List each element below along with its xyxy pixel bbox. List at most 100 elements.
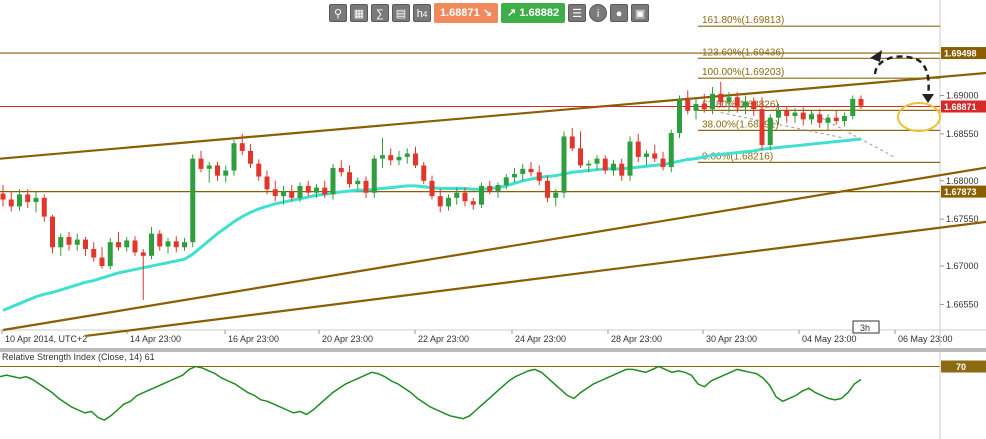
zoom-icon[interactable]: ⚲ bbox=[329, 4, 347, 22]
candle-body bbox=[833, 117, 839, 122]
candle-body bbox=[8, 199, 14, 207]
candle-body bbox=[355, 180, 361, 185]
bid-arrow-icon: ↘ bbox=[482, 7, 493, 19]
candle-body bbox=[817, 114, 823, 123]
candle-body bbox=[652, 153, 658, 159]
x-tick-label: 22 Apr 23:00 bbox=[418, 334, 469, 344]
x-tick-label: 24 Apr 23:00 bbox=[515, 334, 566, 344]
candle-body bbox=[800, 112, 806, 120]
candle-body bbox=[710, 93, 715, 110]
rsi-level-label: 70 bbox=[956, 362, 966, 372]
indicator-icon[interactable]: ∑ bbox=[371, 4, 389, 22]
timeframe-icon[interactable]: h4 bbox=[413, 4, 431, 22]
candle-body bbox=[503, 177, 509, 186]
candle-body bbox=[578, 148, 583, 166]
candle-body bbox=[116, 242, 121, 248]
forecast-arrow-path bbox=[873, 55, 930, 97]
candle-body bbox=[660, 158, 666, 168]
fib-level-label: 100.00%(1.69203) bbox=[702, 67, 784, 78]
candle-body bbox=[594, 158, 600, 164]
candle-body bbox=[190, 158, 196, 243]
ask-arrow-icon: ↗ bbox=[507, 7, 517, 19]
price-label-text: 1.68871 bbox=[944, 102, 977, 112]
save-icon[interactable]: ▣ bbox=[631, 4, 650, 22]
candle-body bbox=[50, 216, 55, 248]
candle-body bbox=[677, 98, 682, 134]
timeframe-marker-box bbox=[852, 320, 880, 334]
forecast-arrowhead-icon bbox=[870, 50, 882, 62]
candle-body bbox=[363, 180, 369, 193]
x-tick-label: 14 Apr 23:00 bbox=[130, 334, 181, 344]
candle-body bbox=[297, 185, 303, 198]
candle-body bbox=[173, 241, 179, 248]
ask-price-button[interactable]: ↗ 1.68882 bbox=[501, 3, 566, 23]
candle-body bbox=[281, 191, 286, 197]
candle-body bbox=[83, 239, 88, 249]
candle-body bbox=[446, 197, 451, 207]
info-icon[interactable]: i bbox=[589, 4, 608, 22]
ask-price: 1.68882 bbox=[519, 7, 560, 19]
candle-body bbox=[231, 143, 237, 171]
y-tick-label: 1.68000 bbox=[946, 176, 979, 186]
x-tick-label: 30 Apr 23:00 bbox=[706, 334, 757, 344]
fib-level-label: 123.60%(1.69436) bbox=[702, 47, 784, 58]
rsi-plot: Relative Strength Index (Close, 14) 61 70 bbox=[0, 348, 986, 439]
bid-price-button[interactable]: 1.68871 ↘ bbox=[434, 3, 499, 23]
rsi-title: Relative Strength Index (Close, 14) 61 bbox=[2, 352, 155, 362]
candle-body bbox=[668, 133, 674, 168]
candle-body bbox=[487, 185, 493, 192]
candle-body bbox=[314, 187, 319, 193]
chat-icon[interactable]: ● bbox=[610, 4, 629, 22]
candle-body bbox=[421, 165, 427, 181]
candle-body bbox=[619, 163, 625, 176]
x-tick-label: 04 May 23:00 bbox=[802, 334, 857, 344]
candle-body bbox=[74, 239, 80, 245]
x-tick-label: 10 Apr 2014, UTC+2 bbox=[5, 334, 87, 344]
candle-body bbox=[347, 172, 352, 185]
fib-level-label: 38.00%(1.68591) bbox=[702, 119, 779, 130]
timeframe-marker-label: 3h bbox=[860, 323, 870, 333]
candle-body bbox=[66, 237, 72, 245]
timeframe-label: 4 bbox=[422, 10, 428, 19]
list-icon[interactable]: ☰ bbox=[568, 4, 587, 22]
toolbar: ⚲ ▦ ∑ ▤ h4 1.68871 ↘ ↗ 1.68882 ☰ i ● ▣ bbox=[329, 3, 650, 23]
projection-dashed-line bbox=[811, 112, 895, 158]
chart-settings-icon[interactable]: ▦ bbox=[350, 4, 368, 22]
y-tick-label: 1.69000 bbox=[946, 91, 979, 101]
rsi-line bbox=[0, 365, 862, 422]
candle-body bbox=[248, 150, 253, 164]
candle-body bbox=[215, 165, 220, 176]
candle-body bbox=[454, 192, 460, 198]
candle-body bbox=[256, 163, 262, 177]
candle-body bbox=[198, 158, 204, 169]
candle-body bbox=[99, 257, 105, 267]
candle-body bbox=[380, 155, 385, 159]
candle-body bbox=[404, 153, 410, 157]
target-zone-ellipse bbox=[897, 102, 941, 132]
candle-body bbox=[726, 97, 732, 103]
candle-body bbox=[553, 192, 559, 198]
candle-body bbox=[512, 173, 517, 178]
period-icon[interactable]: ▤ bbox=[392, 4, 410, 22]
candle-body bbox=[784, 110, 790, 116]
candle-body bbox=[479, 185, 484, 205]
candle-body bbox=[140, 252, 146, 256]
candle-body bbox=[289, 191, 295, 198]
candle-body bbox=[825, 117, 831, 123]
main-plot: 1.66550 1.67000 1.67550 1.68000 1.68550 1.690… bbox=[0, 0, 986, 346]
candle-body bbox=[264, 176, 270, 190]
candle-body bbox=[272, 189, 278, 197]
candle-body bbox=[701, 104, 707, 110]
candle-body bbox=[223, 170, 229, 176]
candle-body bbox=[685, 98, 691, 111]
candle-body bbox=[858, 98, 864, 106]
candle-body bbox=[635, 141, 641, 157]
candle-body bbox=[462, 192, 468, 202]
candle-body bbox=[165, 241, 171, 247]
price-label-box bbox=[941, 185, 986, 198]
candle-body bbox=[58, 237, 64, 248]
candle-body bbox=[33, 197, 39, 203]
candle-body bbox=[627, 141, 633, 176]
candle-body bbox=[437, 196, 443, 207]
